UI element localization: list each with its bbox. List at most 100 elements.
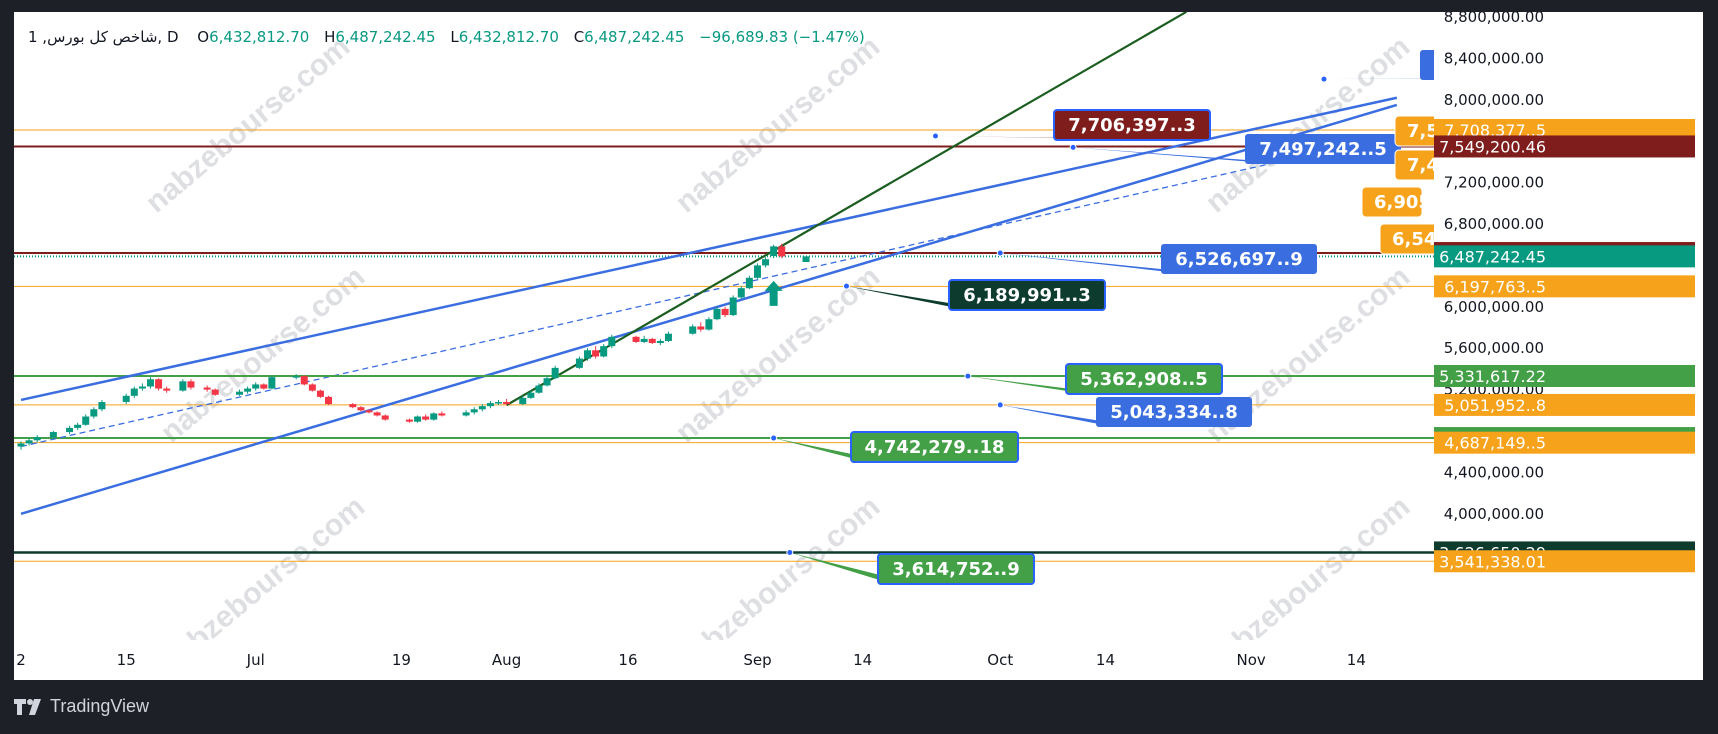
x-tick-label: 2 (16, 651, 26, 669)
candle-body (138, 386, 146, 389)
up-arrow-icon (764, 280, 783, 306)
price-tag-label: 5,331,617.22 (1439, 367, 1546, 386)
price-tag (1434, 245, 1695, 268)
candle-body (211, 389, 219, 395)
close-label: C (573, 28, 585, 46)
price-callout: 6,189,991..3 (842, 279, 1106, 311)
y-tick-label: 8,000,000.00 (1444, 91, 1544, 109)
candle-body (187, 381, 195, 388)
y-tick-label: 7,200,000.00 (1444, 174, 1544, 192)
callout-pointer (789, 552, 908, 582)
candle-body (494, 402, 502, 404)
candle-body (430, 413, 438, 420)
price-tag-label: 6,197,763..5 (1444, 277, 1546, 296)
callout-box (1161, 244, 1317, 274)
price-tag-label: 5,051,952..8 (1444, 396, 1546, 415)
candle-body (268, 377, 276, 389)
low-label: L (450, 28, 459, 46)
candle-body (438, 413, 446, 416)
callout-label: 5,362,908..5 (1080, 369, 1208, 390)
candle-body (729, 297, 737, 316)
callout-pointer (1323, 78, 1450, 80)
candle-body (551, 367, 559, 379)
price-chart[interactable]: nabzebourse.com nabzebourse.com nabzebours… (14, 12, 1703, 680)
callout-label: 6,189,991..3 (963, 285, 1091, 306)
candle-body (762, 259, 770, 266)
candle-body (260, 384, 268, 389)
price-tag-label: 4,687,149..5 (1444, 434, 1546, 453)
partial-callout-label: 6,905, (1374, 192, 1438, 213)
callout-label: 7,497,242..5 (1259, 139, 1387, 160)
candle-body (179, 381, 187, 391)
candle-body (778, 246, 786, 257)
x-tick-label: 16 (618, 651, 637, 669)
price-callout: 6,526,697..9 (996, 244, 1317, 274)
callout-pointer (1000, 404, 1126, 425)
candle-body (236, 391, 244, 395)
change-value: −96,689.83 (−1.47%) (699, 28, 865, 46)
tradingview-brand[interactable]: TradingView (50, 696, 150, 716)
callout-box (948, 279, 1106, 311)
candle-body (713, 308, 721, 320)
callout-anchor (786, 548, 794, 556)
callout-pointer (967, 376, 1096, 392)
price-tag-label: 6,487,242.45 (1439, 247, 1546, 266)
candle-body (381, 415, 389, 420)
callout-pointer (1073, 147, 1275, 162)
candle-body (252, 384, 260, 389)
candle-body (770, 246, 778, 257)
watermark: nabzebourse.com (155, 260, 372, 449)
watermark: nabzebourse.com (670, 30, 887, 219)
x-tick-label: 14 (853, 651, 872, 669)
ohlc-legend: 1 ,شاخص کل بورس, D O6,432,812.70 H6,487,… (28, 28, 865, 46)
price-callout: 3,614,752..9 (786, 548, 1035, 585)
candle-body (146, 379, 154, 387)
trend-line (506, 12, 1187, 407)
callout-anchor (1320, 75, 1328, 83)
candle-body (697, 326, 705, 330)
y-tick-label: 4,400,000.00 (1444, 463, 1544, 481)
candle-body (357, 407, 365, 411)
x-tick-label: 19 (392, 651, 411, 669)
y-tick-label: 6,800,000.00 (1444, 215, 1544, 233)
candle-body (98, 402, 106, 410)
price-tag-label: 7,549,200.46 (1439, 137, 1546, 156)
callout-anchor (996, 249, 1004, 257)
callout-box (1053, 109, 1211, 141)
channel-lower-line (20, 103, 1398, 515)
price-tag (1434, 364, 1695, 387)
callout-anchor (770, 434, 778, 442)
candle-body (203, 387, 211, 390)
callout-label: 5,043,334..8 (1110, 402, 1238, 423)
candle-body (737, 288, 745, 298)
candle-body (90, 409, 98, 417)
symbol-name[interactable]: 1 ,شاخص کل بورس, D (28, 28, 179, 46)
y-tick-label: 8,800,000.00 (1444, 12, 1544, 26)
candle-body (155, 379, 163, 389)
candle-body (543, 378, 551, 386)
candle-body (519, 397, 527, 405)
callout-anchor (996, 401, 1004, 409)
close-value: 6,487,242.45 (584, 28, 685, 46)
callout-box (877, 553, 1035, 585)
candle-body (122, 395, 130, 403)
candle-body (244, 388, 252, 392)
x-tick-label: 14 (1096, 651, 1115, 669)
candle-body (632, 336, 640, 342)
candle-body (292, 376, 300, 378)
chart-frame[interactable]: nabzebourse.com nabzebourse.com nabzebours… (14, 12, 1703, 680)
y-tick-label: 5,600,000.00 (1444, 339, 1544, 357)
candle-body (656, 340, 664, 344)
candle-body (365, 410, 373, 413)
y-tick-label: 8,400,000.00 (1444, 49, 1544, 67)
price-callout: 7,706,397..3 (932, 109, 1211, 141)
price-tag (1434, 135, 1695, 158)
candle-body (49, 432, 57, 438)
candle-body (664, 333, 672, 341)
price-callout: 5,362,908..5 (964, 363, 1223, 395)
candle-body (325, 396, 333, 405)
time-axis-bg (14, 640, 1703, 680)
price-callout: 5,043,334..8 (996, 397, 1252, 427)
tradingview-logo-icon[interactable] (14, 698, 44, 715)
callout-label: 7,706,397..3 (1068, 115, 1196, 136)
